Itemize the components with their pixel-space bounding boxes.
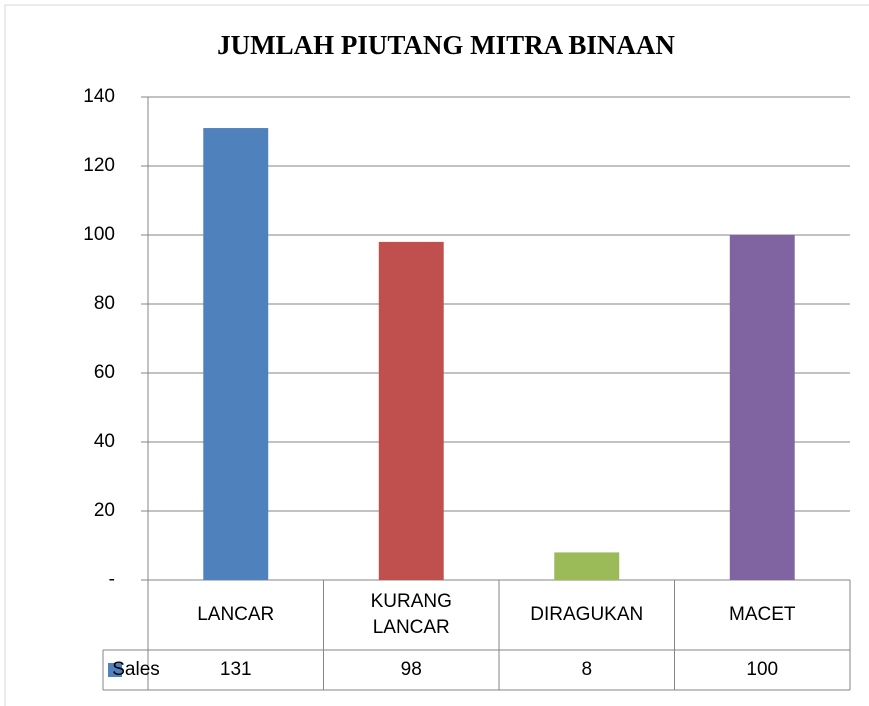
y-tick-label: 140: [83, 86, 115, 107]
legend-label-text: Sales: [112, 659, 160, 680]
legend-label: Sales: [112, 650, 160, 690]
x-tick-label-text: KURANG LANCAR: [370, 591, 452, 638]
chart-title: JUMLAH PIUTANG MITRA BINAAN: [217, 30, 675, 60]
table-value: 131: [148, 650, 324, 690]
x-tick-label: KURANG LANCAR: [324, 580, 500, 650]
table-value: 98: [324, 650, 500, 690]
x-tick-label: DIRAGUKAN: [499, 580, 675, 650]
bar: [729, 235, 795, 580]
x-tick-label: MACET: [675, 580, 851, 650]
legend-key: [108, 663, 122, 677]
y-tick-label: 100: [83, 224, 115, 245]
x-tick-label-text: MACET: [729, 604, 796, 625]
x-tick-label-text: DIRAGUKAN: [530, 604, 644, 625]
table-value-text: 8: [581, 659, 593, 680]
y-tick-label: -: [109, 569, 115, 590]
table-value: 8: [499, 650, 675, 690]
bar: [554, 552, 620, 580]
bar: [378, 241, 444, 580]
y-tick-label: 120: [83, 155, 115, 176]
table-value-text: 131: [219, 659, 252, 680]
y-tick-label: 80: [94, 293, 115, 314]
table-value-text: 100: [746, 659, 779, 680]
y-tick-label: 40: [94, 431, 115, 452]
y-tick-label: 60: [94, 362, 115, 383]
y-tick-label: 20: [94, 500, 115, 521]
chart-border: [4, 4, 869, 706]
table-value-text: 98: [400, 659, 422, 680]
table-value: 100: [675, 650, 851, 690]
x-tick-label-text: LANCAR: [197, 604, 275, 625]
x-tick-label: LANCAR: [148, 580, 324, 650]
bar: [203, 128, 269, 581]
